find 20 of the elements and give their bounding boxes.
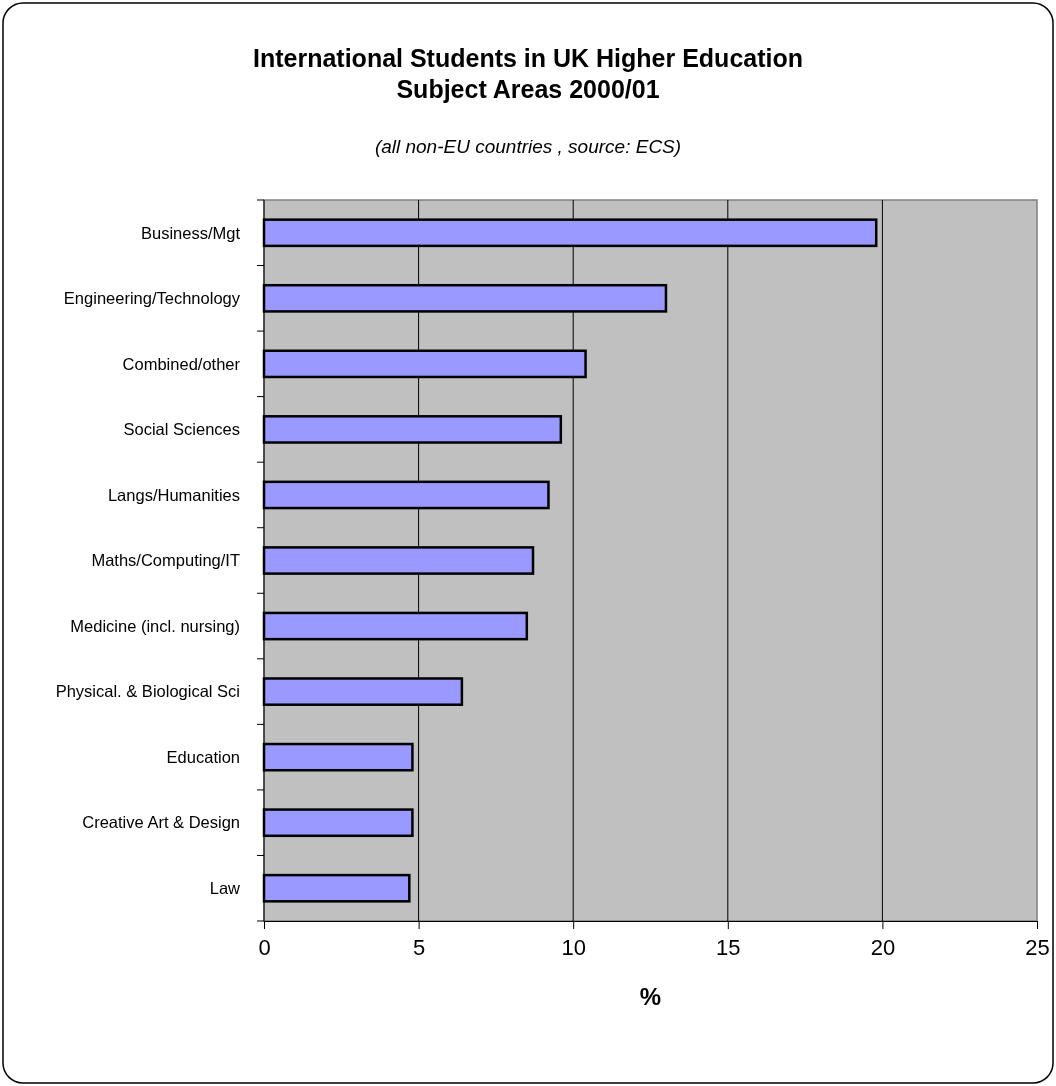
x-tick-label: 25 <box>1025 934 1050 960</box>
y-tick-label: Combined/other <box>122 354 241 373</box>
chart-title: International Students in UK Higher Education Subject Areas 2000/01 <box>252 44 804 103</box>
x-tick-label: 10 <box>561 934 586 960</box>
y-tick-label: Creative Art & Design <box>82 813 240 832</box>
x-tick-label: 0 <box>258 934 271 960</box>
y-tick-label: Business/Mgt <box>140 223 241 242</box>
y-tick-label: Law <box>209 879 241 897</box>
x-tick-label: 20 <box>870 934 896 960</box>
y-tick-label: Engineering/Technology <box>63 289 241 308</box>
y-tick-label: Education <box>166 747 240 766</box>
y-tick-label: Physical. & Biological Sci <box>55 682 240 701</box>
y-tick-label: Medicine (incl. nursing) <box>70 616 240 635</box>
x-tick-label: 5 <box>412 934 426 960</box>
x-tick-label: 15 <box>716 934 741 960</box>
x-axis-title: % <box>639 983 662 1010</box>
chart-subtitle: (all non-EU countries , source: ECS) <box>374 136 682 157</box>
y-tick-label: Maths/Computing/IT <box>91 551 240 570</box>
y-tick-label: Social Sciences <box>123 420 240 439</box>
y-tick-label: Langs/Humanities <box>107 485 240 504</box>
